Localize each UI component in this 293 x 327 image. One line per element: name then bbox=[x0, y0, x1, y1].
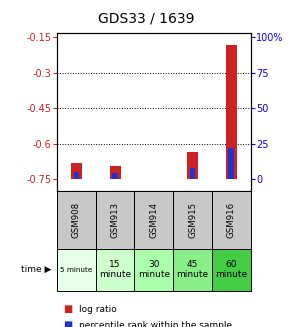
Bar bbox=[71, 163, 82, 180]
Text: 15
minute: 15 minute bbox=[99, 260, 131, 280]
Text: GDS33 / 1639: GDS33 / 1639 bbox=[98, 11, 195, 26]
Text: ■: ■ bbox=[63, 304, 72, 314]
Text: time ▶: time ▶ bbox=[21, 265, 51, 274]
Text: log ratio: log ratio bbox=[79, 304, 117, 314]
Text: 60
minute: 60 minute bbox=[215, 260, 247, 280]
Bar bbox=[190, 168, 195, 180]
Bar bbox=[110, 166, 120, 180]
Bar bbox=[226, 45, 236, 180]
Bar bbox=[229, 148, 234, 180]
Text: ■: ■ bbox=[63, 320, 72, 327]
Text: percentile rank within the sample: percentile rank within the sample bbox=[79, 321, 232, 327]
Text: 5 minute: 5 minute bbox=[60, 267, 93, 273]
Bar bbox=[187, 152, 198, 180]
Bar bbox=[113, 173, 118, 180]
Bar bbox=[74, 172, 79, 180]
Text: GSM914: GSM914 bbox=[149, 202, 158, 238]
Bar bbox=[151, 179, 156, 180]
Text: 30
minute: 30 minute bbox=[138, 260, 170, 280]
Text: GSM916: GSM916 bbox=[227, 202, 236, 238]
Text: 45
minute: 45 minute bbox=[176, 260, 209, 280]
Text: GSM908: GSM908 bbox=[72, 202, 81, 238]
Text: GSM915: GSM915 bbox=[188, 202, 197, 238]
Text: GSM913: GSM913 bbox=[111, 202, 120, 238]
